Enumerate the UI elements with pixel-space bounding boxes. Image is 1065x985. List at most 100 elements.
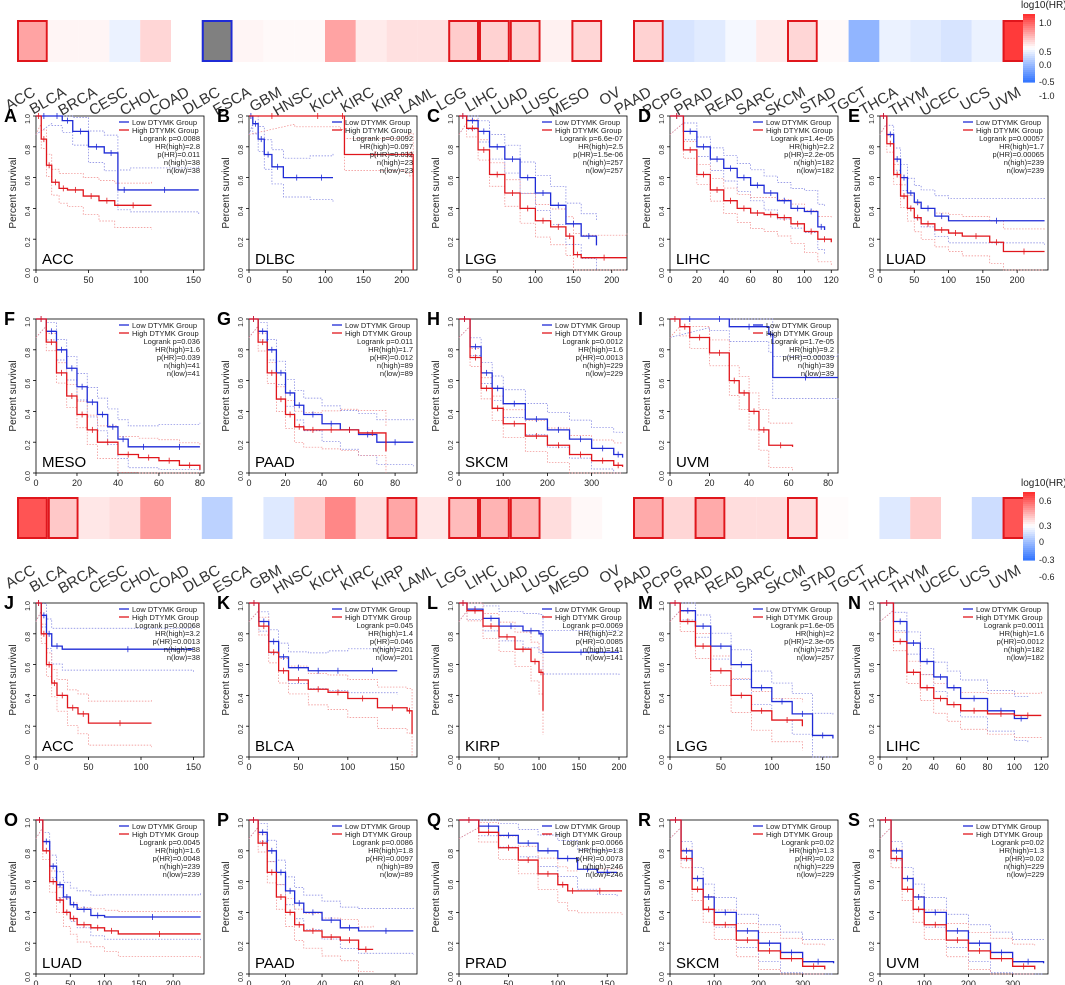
legend-label-high: High DTYMK Group <box>766 126 833 135</box>
heat-cell-highlight <box>479 20 510 62</box>
x-tick-label: 0 <box>456 979 461 985</box>
y-tick-label: 0.4 <box>238 409 245 419</box>
heat-cell-kirc <box>355 497 387 539</box>
y-tick-label: 0.2 <box>659 941 666 951</box>
y-tick-label: 1.0 <box>238 818 245 828</box>
x-tick-label: 50 <box>293 762 303 772</box>
colorbar-segment <box>1023 40 1035 43</box>
stat-text: Logrank p=1.6e-05 <box>771 621 834 630</box>
km-panel-c: C Percent survival 0.0 0.2 0.4 0.6 0.8 1.0 0 50 10… <box>427 106 628 285</box>
colorbar-segment <box>1023 44 1035 47</box>
stat-text: Logrank p=0.02 <box>992 838 1044 847</box>
x-tick-label: 0 <box>33 762 38 772</box>
x-tick-label: 80 <box>773 275 783 285</box>
y-tick-label: 1.0 <box>25 317 32 327</box>
colorbar-legend-1: log10(HR) 1.0 0.5 0.0 -0.5 -1.0 <box>1021 0 1065 101</box>
panel-cancer-label: KIRP <box>465 738 500 755</box>
colorbar-segment <box>1023 534 1035 537</box>
x-tick-label: 150 <box>571 762 586 772</box>
high-group-curve <box>880 115 1045 253</box>
low-group-ci-line <box>670 602 834 715</box>
stat-text: n(high)=239 <box>160 862 200 871</box>
x-tick-label: 60 <box>746 275 756 285</box>
high-group-ci-line <box>879 121 1045 271</box>
low-group-ci-line <box>249 819 414 909</box>
y-tick-label: 0.6 <box>869 663 876 673</box>
heat-cell-cesc <box>109 20 141 62</box>
x-tick-label: 0 <box>877 275 882 285</box>
plot-frame <box>35 602 205 758</box>
colorbar-segment <box>1023 64 1035 67</box>
legend-label-low: Low DTYMK Group <box>132 605 197 614</box>
colorbar-segment <box>1023 526 1035 529</box>
heat-cell-highlight <box>47 497 79 539</box>
x-tick-label: 200 <box>1010 275 1025 285</box>
low-group-ci-line <box>459 115 597 222</box>
panel-cancer-label: SKCM <box>676 955 719 972</box>
x-tick-label: 300 <box>795 979 810 985</box>
panel-letter: N <box>848 593 861 613</box>
heat-cell-blca <box>47 20 79 62</box>
x-tick-label: 80 <box>390 478 400 488</box>
stat-text: HR(high)=2.2 <box>578 629 623 638</box>
low-group-curve <box>670 819 835 964</box>
y-tick-label: 0.2 <box>659 440 666 450</box>
panel-letter: H <box>427 309 440 329</box>
x-tick-label: 80 <box>983 762 993 772</box>
y-tick-label: 0.4 <box>659 206 666 216</box>
colorbar-segment <box>1023 80 1035 83</box>
y-tick-label: 0.2 <box>238 724 245 734</box>
x-tick-label: 100 <box>1007 762 1022 772</box>
y-axis-label: Percent survival <box>642 644 653 715</box>
y-axis-label: Percent survival <box>221 644 232 715</box>
heat-cell-highlight <box>17 497 48 539</box>
heat-cell-esca <box>232 497 264 539</box>
heat-cell-thca <box>879 20 911 62</box>
y-axis-label: Percent survival <box>431 644 442 715</box>
colorbar-segment <box>1023 46 1035 49</box>
heat-cell-brca <box>78 497 110 539</box>
colorbar-segment <box>1023 38 1035 41</box>
stat-text: p(HR)=0.0013 <box>153 637 200 646</box>
x-tick-label: 0 <box>667 762 672 772</box>
y-tick-label: 0.4 <box>448 409 455 419</box>
stat-text: n(low)=38 <box>167 653 200 662</box>
heat-cell-coad <box>171 497 202 539</box>
stat-text: n(high)=239 <box>1004 158 1044 167</box>
colorbar-title: log10(HR) <box>1021 478 1065 489</box>
panel-cancer-label: LIHC <box>676 251 710 268</box>
colorbar-segment <box>1023 72 1035 75</box>
legend-label-low: Low DTYMK Group <box>132 118 197 127</box>
panel-letter: F <box>4 309 15 329</box>
y-tick-label: 0.8 <box>659 145 666 155</box>
x-tick-label: 200 <box>540 478 555 488</box>
y-tick-label: 0.8 <box>659 632 666 642</box>
panel-letter: L <box>427 593 438 613</box>
legend-label-low: Low DTYMK Group <box>555 118 620 127</box>
high-group-ci-line <box>248 123 414 270</box>
colorbar-tick: 0.3 <box>1039 521 1052 531</box>
colorbar-segment <box>1023 36 1035 39</box>
heatmap-strip-2: ACCBLCABRCACESCCHOLCOADDLBCESCAGBMHNSCKI… <box>2 497 1034 599</box>
x-tick-label: 120 <box>1034 762 1049 772</box>
colorbar-segment <box>1023 540 1035 543</box>
y-tick-label: 0.8 <box>25 632 32 642</box>
y-tick-label: 0.8 <box>448 145 455 155</box>
y-tick-label: 0.8 <box>869 632 876 642</box>
y-tick-label: 0.2 <box>238 440 245 450</box>
y-tick-label: 0.0 <box>238 268 245 278</box>
x-tick-label: 200 <box>166 979 181 985</box>
x-tick-label: 0 <box>33 979 38 985</box>
stat-text: HR(high)=1.4 <box>368 629 413 638</box>
y-tick-label: 1.0 <box>869 601 876 611</box>
y-tick-label: 0.0 <box>25 972 32 982</box>
colorbar-segment <box>1023 50 1035 53</box>
high-group-ci-line <box>459 602 544 687</box>
plot-frame <box>879 819 1049 975</box>
y-axis-label: Percent survival <box>221 157 232 228</box>
y-tick-label: 0.0 <box>869 972 876 982</box>
colorbar-segment <box>1023 518 1035 521</box>
high-group-ci-line <box>879 826 1035 975</box>
heat-cell-paad <box>633 20 664 62</box>
legend-label-high: High DTYMK Group <box>345 613 412 622</box>
